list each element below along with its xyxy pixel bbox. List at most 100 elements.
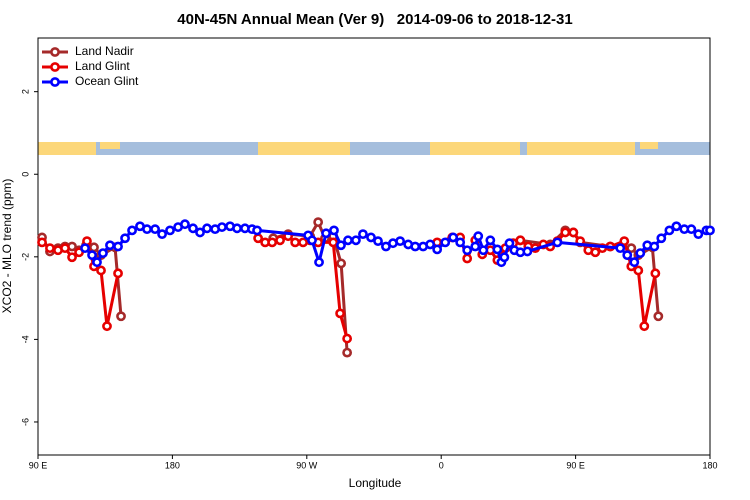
data-point [351,235,361,246]
data-point [629,257,640,268]
data-point [335,308,346,319]
data-point [395,236,406,247]
data-point [373,236,383,247]
data-point [635,248,646,259]
y-axis-label: XCO2 - MLO trend (ppm) [0,179,14,314]
data-point [653,311,664,322]
data-point [188,223,198,234]
data-point [127,225,137,236]
data-point [45,243,55,254]
data-point [336,258,347,269]
data-point [650,268,661,279]
data-point [552,237,563,248]
data-point [462,253,473,264]
data-point [275,235,285,246]
data-point [671,221,682,232]
chart-title: 40N-45N Annual Mean (Ver 9) 2014-09-06 t… [177,11,572,28]
data-point [619,236,630,247]
data-point [252,225,262,236]
legend-label: Land Glint [75,59,130,73]
data-point [343,235,353,246]
data-point [686,224,697,235]
data-point [664,225,675,236]
data-point [232,223,242,234]
data-point [615,243,626,254]
data-point [307,235,317,246]
data-point [116,311,126,322]
data-point [80,243,90,254]
data-point [157,229,167,240]
data-point [60,243,70,254]
data-point [267,237,278,248]
legend-marker [50,77,60,87]
data-point [96,265,106,276]
legend-label: Ocean Glint [75,74,139,88]
y-tick-label: 2 [20,89,30,94]
data-point [358,229,368,240]
data-point [485,235,496,246]
x-axis-label: Longitude [349,476,402,490]
data-point [639,321,650,332]
data-point [478,245,489,256]
data-point [180,219,190,230]
x-tick-label: 180 [165,460,180,470]
data-point [142,224,152,235]
data-point [217,222,227,232]
y-tick-label: -4 [20,335,30,343]
x-tick-label: 90 W [296,460,318,470]
data-point [366,232,376,243]
data-point [492,244,503,255]
data-point [568,227,579,238]
data-point [165,225,175,236]
data-point [455,237,466,248]
data-point [440,237,451,248]
data-point [342,333,353,344]
data-point [590,247,601,258]
data-point [314,257,324,268]
data-point [425,239,436,250]
data-point [321,228,331,239]
data-point [120,233,130,244]
data-point [329,225,339,236]
data-point [448,232,459,243]
x-tick-label: 0 [439,460,444,470]
data-point [656,233,667,244]
data-point [98,248,108,259]
data-point [693,229,704,240]
data-point [470,241,481,252]
data-point [462,245,473,256]
data-point [622,250,633,261]
data-point [150,224,160,235]
data-point [473,231,484,242]
data-point [515,235,526,246]
data-point [336,240,346,251]
data-point [342,347,353,358]
data-point [328,237,339,248]
data-point [522,246,533,257]
series-line [41,230,657,339]
x-tick-label: 90 E [29,460,48,470]
data-point [410,241,421,252]
data-point [87,250,97,261]
data-point [37,237,47,248]
legend-label: Land Nadir [75,44,134,58]
data-point [102,321,112,332]
data-point [92,257,102,268]
data-point [113,241,123,252]
data-point [649,241,660,252]
data-point [89,242,99,253]
plot-frame [37,37,711,456]
x-tick-label: 90 E [566,460,585,470]
legend-marker [50,62,60,72]
data-point [202,223,212,234]
y-tick-label: -6 [20,418,30,426]
y-tick-label: -2 [20,253,30,261]
data-point [499,252,510,263]
data-point [290,237,301,248]
data-point [705,225,715,236]
data-point [105,240,115,251]
legend-marker [50,47,60,57]
data-point [432,244,443,255]
surface-strip [38,142,710,155]
